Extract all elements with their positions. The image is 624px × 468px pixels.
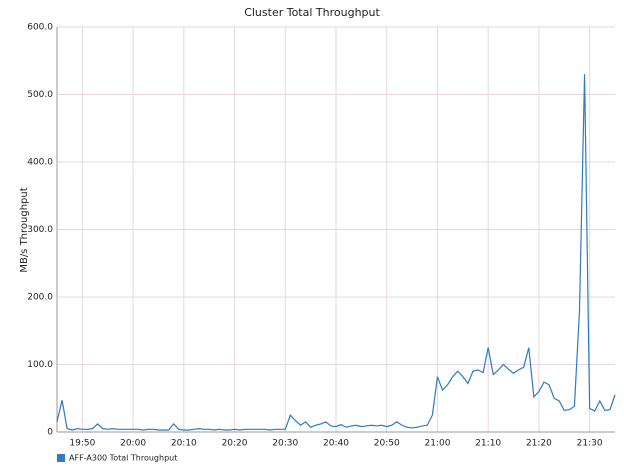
x-tick-label: 21:10 — [475, 439, 501, 449]
legend-swatch — [57, 454, 65, 462]
x-tick-label: 20:20 — [222, 439, 248, 449]
x-tick-label: 20:30 — [272, 439, 298, 449]
x-tick-label: 19:50 — [69, 439, 95, 449]
y-tick-label: 200.0 — [27, 293, 53, 303]
x-tick-label: 20:50 — [374, 439, 400, 449]
x-tick-label: 21:00 — [424, 439, 450, 449]
y-axis-label: MB/s Throughput — [19, 187, 30, 272]
x-tick-label: 20:40 — [323, 439, 349, 449]
y-tick-label: 600.0 — [27, 23, 53, 33]
y-tick-label: 400.0 — [27, 158, 53, 168]
legend-label: AFF-A300 Total Throughput — [69, 454, 177, 463]
line-series — [56, 74, 616, 431]
x-tick-label: 21:20 — [526, 439, 552, 449]
y-tick-label: 300.0 — [27, 225, 53, 235]
chart-title: Cluster Total Throughput — [244, 6, 380, 19]
y-tick-label: 500.0 — [27, 90, 53, 100]
y-tick-label: 100.0 — [27, 360, 53, 370]
x-tick-label: 21:30 — [577, 439, 603, 449]
x-tick-label: 20:00 — [120, 439, 146, 449]
x-tick-label: 20:10 — [171, 439, 197, 449]
y-tick-label: 0 — [47, 428, 53, 438]
